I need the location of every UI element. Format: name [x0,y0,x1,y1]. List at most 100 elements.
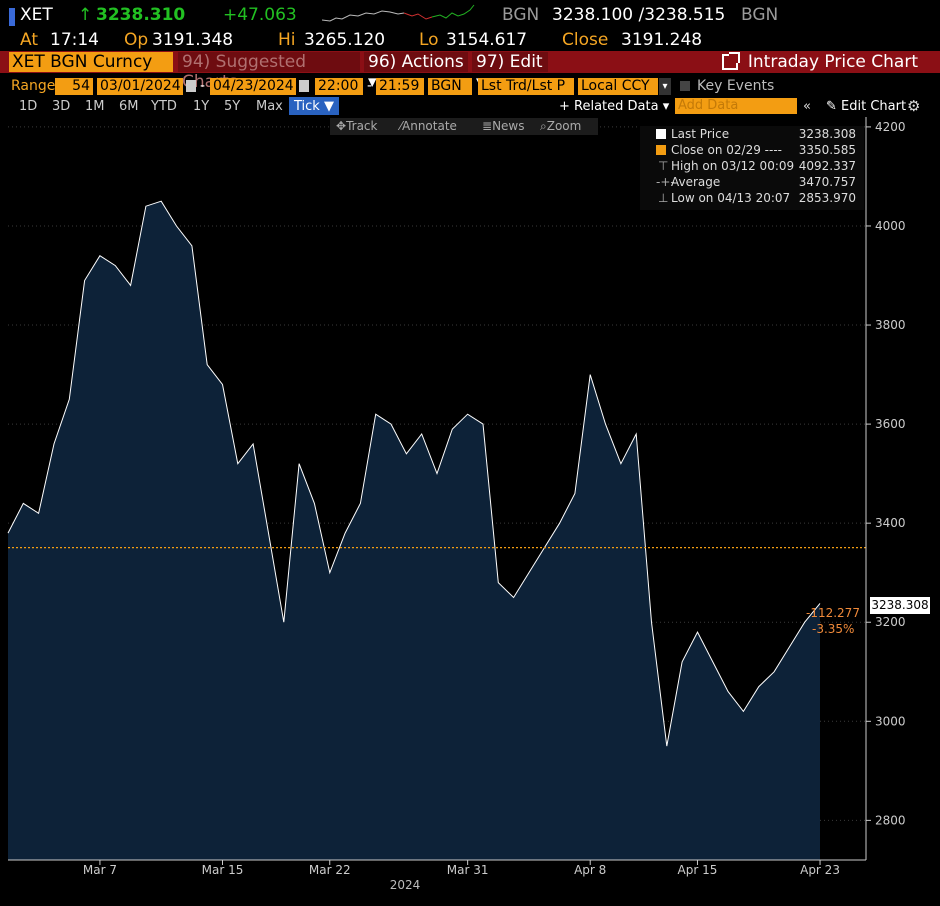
end-date-field[interactable]: 04/23/2024 [210,78,296,95]
edit-button[interactable]: 97) Edit ▾ [472,52,548,92]
legend-value: 3470.757 [798,175,856,189]
legend-value: 4092.337 [798,159,856,173]
actions-button[interactable]: 96) Actions ▾ [364,52,468,92]
high-value: 3265.120 [304,30,386,50]
change-pct-tag: -3.35% [812,622,855,636]
legend-swatch [656,145,666,155]
security-field[interactable]: XET BGN Curncy [9,52,173,72]
legend-name: Low on 04/13 20:07 [671,191,791,205]
legend-swatch [656,129,666,139]
chart-legend: Last Price 3238.308 Close on 02/29 ---- … [640,126,864,210]
x-tick-label: Mar 7 [83,863,117,877]
legend-last-price[interactable]: Last Price 3238.308 [640,126,864,142]
average-marker-icon: -+- [656,175,675,189]
track-label: Track [346,119,378,133]
range-bar: Range 54 03/01/2024 - 04/23/2024 22:00 -… [0,77,940,97]
range-label: Range [11,78,56,94]
start-time-field[interactable]: 22:00 [315,78,363,95]
at-value: 17:14 [50,30,99,50]
legend-name: Average [671,175,721,189]
legend-name: Close on 02/29 ---- [671,143,782,157]
low-value: 3154.617 [446,30,528,50]
period-bar: 1D 3D 1M 6M YTD 1Y 5Y Max Tick ▼ + Relat… [0,97,940,116]
ticker-marker [9,8,15,26]
tab-1m[interactable]: 1M [85,99,105,114]
start-date-field[interactable]: 03/01/2024 [97,78,183,95]
source-field[interactable]: BGN [428,78,472,95]
quote-stats: At 17:14 Op 3191.348 Hi 3265.120 Lo 3154… [0,29,940,51]
legend-value: 3238.308 [798,127,856,141]
x-tick-label: Mar 31 [447,863,489,877]
annotate-button[interactable]: ⁄ Annotate [400,119,457,133]
y-tick-label: 4000 [875,219,906,233]
tab-6m[interactable]: 6M [119,99,139,114]
tab-5y[interactable]: 5Y [224,99,241,114]
add-data-input[interactable]: Add Data [675,98,797,114]
page-title: Intraday Price Chart [747,52,918,72]
high-marker-icon: ⊤ [658,159,669,173]
at-label: At [20,30,38,50]
range-count-field[interactable]: 54 [55,78,93,95]
popout-icon[interactable] [722,52,740,70]
low-label: Lo [419,30,439,50]
close-value: 3191.248 [621,30,703,50]
y-axis: 2800 3000 3200 3400 3600 3800 4000 4200 [866,120,906,827]
source-right: BGN [741,5,779,25]
x-axis: Mar 7 Mar 15 Mar 22 Mar 31 Apr 8 Apr 15 Apr 23 [83,860,840,877]
net-change: +47.063 [223,5,297,25]
currency-selector[interactable]: Local CCY [578,78,658,95]
source-left: BGN [502,5,540,25]
collapse-icon[interactable]: « [803,99,811,114]
key-events-label: Key Events [697,78,775,94]
gear-icon[interactable]: ⚙ [907,97,921,115]
related-data-button[interactable]: + Related Data ▾ [559,99,670,114]
tab-1d[interactable]: 1D [19,99,38,114]
legend-value: 3350.585 [798,143,856,157]
change-abs-tag: -112.277 [806,606,860,620]
chevron-down-icon[interactable]: ▾ [659,78,671,95]
legend-close[interactable]: Close on 02/29 ---- 3350.585 [640,142,864,158]
chart-toolbar: ✥ Track ⁄ Annotate ≣ News ⌕ Zoom [330,118,598,135]
calendar-icon[interactable] [299,80,309,92]
zoom-label: Zoom [546,119,582,133]
end-time-field[interactable]: 21:59 [376,78,424,95]
ticker-symbol[interactable]: XET [20,5,53,25]
edit-chart-button[interactable]: ✎ Edit Chart [826,97,906,116]
y-tick-label: 2800 [875,813,906,827]
tab-max[interactable]: Max [256,99,283,114]
y-tick-label: 3800 [875,318,906,332]
key-events-checkbox[interactable] [680,81,690,91]
tab-ytd[interactable]: YTD [151,99,177,114]
calendar-icon[interactable] [186,80,196,92]
x-tick-label: Mar 22 [309,863,351,877]
last-price-tag: 3238.308 [870,597,930,614]
tab-1y[interactable]: 1Y [193,99,210,114]
zoom-button[interactable]: ⌕ Zoom [540,119,582,133]
open-label: Op [124,30,149,50]
pencil-icon: ✎ [826,99,837,114]
x-tick-label: Mar 15 [202,863,244,877]
legend-name: High on 03/12 00:09 [671,159,795,173]
news-button[interactable]: ≣ News [482,119,525,133]
legend-average: -+- Average 3470.757 [640,174,864,190]
legend-value: 2853.970 [798,191,856,205]
tab-tick[interactable]: Tick ▼ [289,97,339,115]
y-tick-label: 4200 [875,120,906,134]
field-selector[interactable]: Lst Trd/Lst P [478,78,574,95]
legend-low: ⊥ Low on 04/13 20:07 2853.970 [640,190,864,206]
x-tick-label: Apr 15 [678,863,718,877]
bid-ask: 3238.100 /3238.515 [552,5,726,25]
legend-name: Last Price [671,127,730,141]
title-bar: XET BGN Curncy 94) Suggested Charts ▾ 96… [0,51,940,92]
tab-3d[interactable]: 3D [52,99,71,114]
price-line [7,200,821,747]
range-dash: - [200,78,206,94]
y-tick-label: 3600 [875,417,906,431]
time-dash: - [367,78,373,94]
legend-high: ⊤ High on 03/12 00:09 4092.337 [640,158,864,174]
y-tick-label: 3000 [875,714,906,728]
suggested-charts-button[interactable]: 94) Suggested Charts ▾ [178,52,360,92]
track-button[interactable]: ✥ Track [336,119,378,133]
up-arrow-icon: ↑ [78,5,93,25]
